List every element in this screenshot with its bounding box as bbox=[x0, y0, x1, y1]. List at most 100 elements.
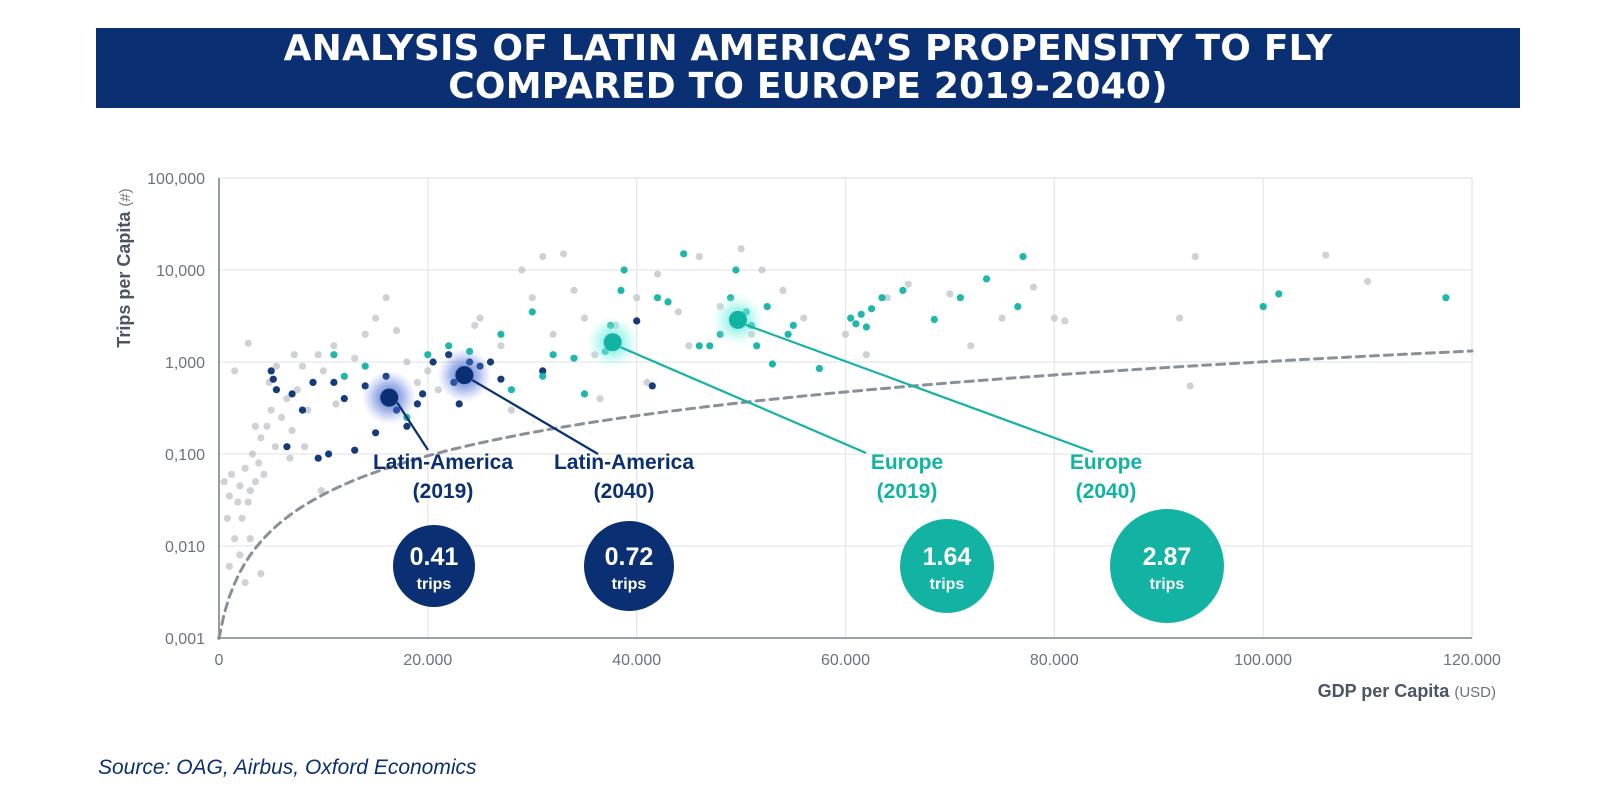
data-point-europe bbox=[847, 314, 855, 322]
trips-value: 2.87 bbox=[1143, 543, 1192, 571]
data-point-other bbox=[255, 459, 263, 467]
y-axis-title: Trips per Capita (#) bbox=[114, 188, 134, 347]
data-point-other bbox=[330, 342, 338, 350]
highlight-label-year: (2040) bbox=[594, 480, 655, 503]
data-point-europe bbox=[549, 351, 557, 359]
data-point-latam bbox=[330, 378, 338, 386]
data-point-europe bbox=[617, 286, 625, 294]
data-point-other bbox=[241, 579, 249, 587]
data-point-latam bbox=[648, 382, 656, 390]
highlights bbox=[362, 292, 1224, 623]
trips-unit: trips bbox=[930, 576, 965, 593]
data-point-latam bbox=[340, 395, 348, 403]
data-point-europe bbox=[982, 275, 991, 283]
data-point-europe bbox=[445, 342, 453, 350]
data-point-other bbox=[361, 330, 369, 338]
data-point-other bbox=[231, 535, 239, 543]
data-point-other bbox=[260, 470, 268, 478]
data-point-other bbox=[779, 286, 787, 294]
data-point-europe bbox=[664, 298, 672, 306]
data-point-other bbox=[227, 470, 236, 478]
data-point-other bbox=[1191, 253, 1199, 261]
data-point-europe bbox=[1019, 253, 1027, 261]
data-point-other bbox=[392, 326, 401, 335]
data-point-europe bbox=[732, 266, 740, 274]
title-line-2: COMPARED TO EUROPE 2019-2040) bbox=[448, 66, 1168, 107]
highlight-label-name: Latin-America bbox=[554, 451, 694, 474]
data-point-other bbox=[518, 266, 526, 274]
data-point-other bbox=[251, 422, 260, 430]
data-point-latam bbox=[309, 378, 317, 386]
data-point-other bbox=[236, 551, 244, 559]
leader-line bbox=[745, 323, 1094, 454]
data-point-latam bbox=[283, 443, 291, 451]
data-point-other bbox=[293, 386, 301, 394]
x-tick-label: 0 bbox=[215, 652, 224, 669]
data-point-other bbox=[263, 422, 271, 430]
data-point-europe bbox=[507, 386, 515, 394]
data-point-other bbox=[653, 270, 662, 278]
x-tick-label: 80.000 bbox=[1030, 652, 1079, 669]
data-point-europe bbox=[784, 330, 792, 338]
data-point-europe bbox=[753, 342, 761, 350]
highlight-label-name: Europe bbox=[871, 451, 943, 474]
data-point-other bbox=[946, 290, 954, 298]
data-point-other bbox=[257, 570, 265, 578]
trips-bubble bbox=[1110, 509, 1224, 623]
data-point-latam bbox=[497, 375, 505, 383]
data-point-other bbox=[251, 478, 260, 486]
highlight-label-year: (2019) bbox=[877, 480, 938, 503]
data-point-europe bbox=[424, 351, 432, 359]
data-point-latam bbox=[351, 446, 359, 454]
data-point-latam bbox=[372, 429, 380, 437]
data-point-other bbox=[236, 482, 244, 490]
data-point-other bbox=[403, 358, 411, 366]
data-point-europe bbox=[930, 315, 938, 324]
trend-line-group bbox=[217, 349, 1474, 640]
x-tick-label: 20.000 bbox=[403, 652, 452, 669]
data-point-other bbox=[633, 294, 641, 302]
data-point-other bbox=[290, 351, 298, 359]
data-point-europe bbox=[899, 286, 907, 294]
data-point-other bbox=[471, 321, 479, 329]
x-tick-label: 40.000 bbox=[612, 652, 661, 669]
data-point-latam bbox=[314, 454, 322, 462]
data-point-other bbox=[596, 395, 604, 403]
data-point-europe bbox=[653, 294, 662, 302]
data-point-other bbox=[246, 487, 254, 495]
data-point-other bbox=[497, 342, 505, 350]
data-point-other bbox=[539, 253, 547, 261]
data-point-other bbox=[351, 354, 359, 362]
data-point-other bbox=[220, 478, 228, 486]
data-point-other bbox=[225, 562, 233, 571]
data-point-europe bbox=[1259, 303, 1267, 311]
y-tick-label: 0,010 bbox=[165, 539, 205, 556]
highlight-label-name: Europe bbox=[1070, 451, 1142, 474]
data-point-latam bbox=[298, 406, 307, 414]
highlight-point bbox=[728, 310, 747, 329]
data-point-latam bbox=[403, 422, 411, 430]
data-point-other bbox=[528, 294, 536, 302]
data-point-other bbox=[304, 406, 312, 414]
data-point-other bbox=[238, 514, 246, 522]
highlight-point bbox=[380, 388, 399, 407]
data-point-other bbox=[382, 294, 390, 302]
data-point-other bbox=[267, 406, 275, 414]
data-point-europe bbox=[539, 372, 547, 380]
data-point-europe bbox=[497, 330, 505, 338]
data-point-other bbox=[288, 426, 296, 435]
highlight-label-name: Latin-America bbox=[373, 451, 513, 474]
y-axis-title-main: Trips per Capita bbox=[114, 207, 134, 348]
data-point-europe bbox=[857, 310, 865, 318]
highlight-label-year: (2040) bbox=[1076, 480, 1137, 503]
data-point-other bbox=[883, 294, 891, 302]
data-point-other bbox=[1322, 251, 1330, 259]
data-point-other bbox=[298, 362, 307, 370]
data-point-other bbox=[257, 434, 265, 442]
y-tick-label: 10,000 bbox=[156, 263, 205, 280]
trips-value: 1.64 bbox=[923, 543, 972, 571]
data-point-europe bbox=[852, 320, 860, 328]
data-point-other bbox=[560, 250, 568, 258]
data-point-other bbox=[248, 450, 256, 458]
data-point-other bbox=[1061, 317, 1069, 325]
